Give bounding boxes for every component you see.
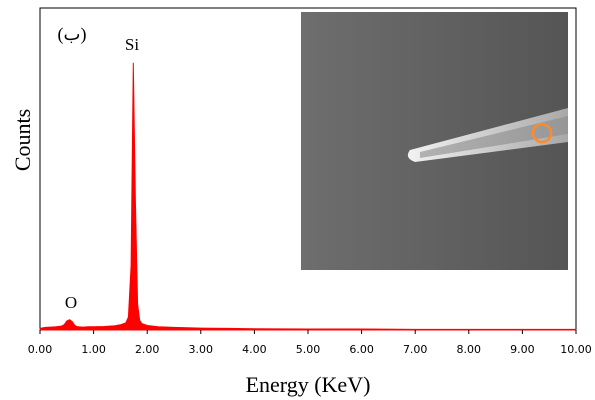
x-axis-label: Energy (KeV) xyxy=(246,372,371,397)
x-tick-label: 1.00 xyxy=(81,343,106,356)
x-tick-label: 6.00 xyxy=(349,343,374,356)
sem-inset xyxy=(301,12,568,270)
x-tick-label: 10.00 xyxy=(560,343,592,356)
chart: Energy (KeV) Counts 0.00 1.00 2.00 3.00 4.00… xyxy=(0,0,595,400)
x-tick-label: 2.00 xyxy=(135,343,160,356)
x-tick-label: 3.00 xyxy=(189,343,214,356)
x-tick-label: 0.00 xyxy=(28,343,53,356)
annotation: Si xyxy=(125,35,139,54)
x-tick-label: 5.00 xyxy=(296,343,321,356)
x-tick-label: 7.00 xyxy=(403,343,428,356)
x-tick-label: 9.00 xyxy=(510,343,535,356)
x-tick-label: 8.00 xyxy=(457,343,482,356)
annotation: O xyxy=(65,293,77,312)
annotation: (ب) xyxy=(58,24,87,45)
x-tick-label: 4.00 xyxy=(242,343,267,356)
y-axis-label: Counts xyxy=(10,109,35,171)
